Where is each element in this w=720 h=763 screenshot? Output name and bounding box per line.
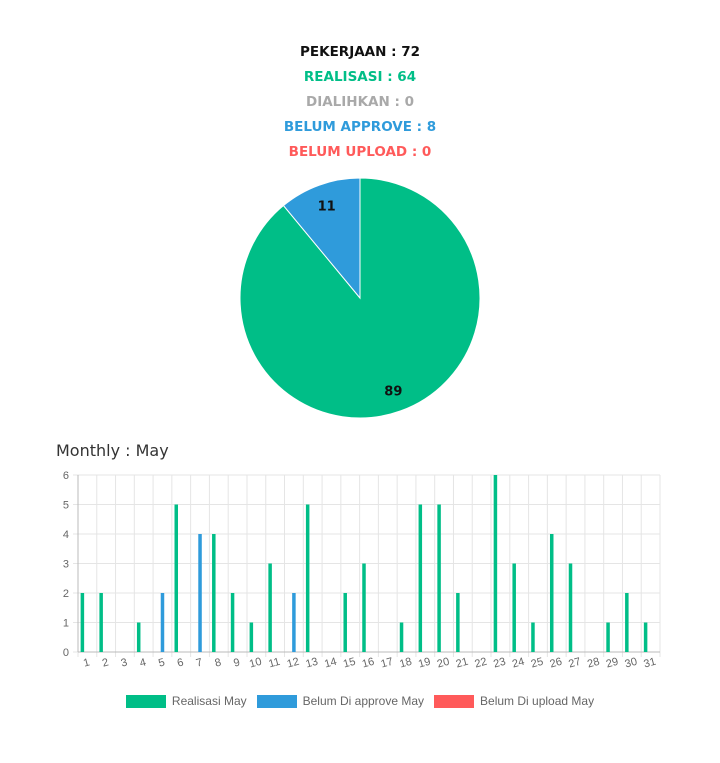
bar-realisasi-31 xyxy=(643,622,648,652)
legend-swatch xyxy=(256,694,297,708)
bar-realisasi-13 xyxy=(305,504,310,652)
x-tick-label: 16 xyxy=(361,656,376,671)
x-tick-label: 14 xyxy=(323,656,338,671)
bar-realisasi-25 xyxy=(531,622,535,652)
legend-label: Belum Di approve May xyxy=(302,694,425,708)
x-tick-label: 6 xyxy=(176,657,185,670)
pie-slice-1 xyxy=(282,177,361,300)
bar-realisasi-30 xyxy=(625,593,629,652)
summary-belum-approve: BELUM APPROVE : 8 xyxy=(283,119,437,135)
y-tick-label: 4 xyxy=(63,529,69,541)
bar-realisasi-10 xyxy=(249,622,254,652)
bar-belum-approve-5 xyxy=(160,593,165,652)
x-tick-label: 8 xyxy=(214,657,223,670)
x-tick-label: 17 xyxy=(380,656,395,671)
summary-realisasi: REALISASI : 64 xyxy=(303,69,417,85)
x-tick-label: 22 xyxy=(473,656,488,671)
bar-belum-approve-7 xyxy=(198,534,202,652)
bar-realisasi-6 xyxy=(174,504,179,652)
x-tick-label: 25 xyxy=(530,656,545,671)
y-tick-label: 3 xyxy=(63,559,69,571)
legend-swatch xyxy=(434,694,475,708)
y-tick-label: 5 xyxy=(63,500,69,512)
legend-item-belum-upload[interactable]: Belum Di upload May xyxy=(434,694,594,708)
y-tick-label: 1 xyxy=(63,618,69,630)
summary-dialihkan: DIALIHKAN : 0 xyxy=(306,94,414,110)
monthly-title: Monthly : May xyxy=(56,441,169,460)
bar-realisasi-24 xyxy=(512,563,516,652)
x-tick-label: 31 xyxy=(642,656,657,671)
bar-realisasi-19 xyxy=(418,504,423,652)
pie-chart: 89 11 xyxy=(239,177,481,419)
bar-realisasi-27 xyxy=(568,563,573,652)
legend-label: Belum Di upload May xyxy=(480,694,595,708)
bar-realisasi-20 xyxy=(437,504,441,652)
x-tick-label: 7 xyxy=(195,657,204,670)
x-tick-label: 15 xyxy=(342,656,357,671)
x-tick-label: 18 xyxy=(398,656,413,671)
bar-realisasi-11 xyxy=(268,563,272,652)
x-tick-label: 2 xyxy=(101,657,110,670)
legend-label: Realisasi May xyxy=(171,694,247,708)
x-tick-label: 30 xyxy=(624,656,639,671)
summary-pekerjaan: PEKERJAAN : 72 xyxy=(300,44,420,60)
x-tick-label: 12 xyxy=(286,656,301,671)
x-tick-label: 5 xyxy=(157,657,166,670)
x-tick-label: 10 xyxy=(248,656,263,671)
bar-realisasi-8 xyxy=(212,534,216,652)
x-tick-label: 21 xyxy=(455,656,470,671)
summary-belum-upload: BELUM UPLOAD : 0 xyxy=(288,144,432,160)
pie-chart-container: 89 11 xyxy=(236,173,486,423)
x-tick-label: 19 xyxy=(417,656,432,671)
y-tick-label: 2 xyxy=(63,588,69,600)
bar-realisasi-26 xyxy=(549,534,554,652)
y-tick-label: 0 xyxy=(63,647,69,659)
bar-realisasi-21 xyxy=(456,593,460,652)
bar-realisasi-16 xyxy=(362,563,366,652)
x-tick-label: 29 xyxy=(605,656,620,671)
x-tick-label: 1 xyxy=(82,657,91,670)
bar-realisasi-4 xyxy=(136,622,141,652)
bar-chart-container: 0 1 2 3 4 5 6 1 2 3 4 5 6 7 8 9 10 11 12 13 14 15 16 17 18 19 20 21… xyxy=(50,465,670,680)
legend-item-realisasi[interactable]: Realisasi May xyxy=(125,694,247,708)
bar-realisasi-29 xyxy=(606,622,610,652)
x-tick-label: 3 xyxy=(120,657,129,670)
legend-swatch xyxy=(125,694,166,708)
bar-belum-approve-12 xyxy=(292,593,296,652)
x-tick-label: 11 xyxy=(267,656,281,671)
bar-realisasi-18 xyxy=(399,622,404,652)
pie-label-0: 89 xyxy=(384,385,402,400)
chart-legend: Realisasi May Belum Di approve May Belum D… xyxy=(0,694,720,708)
legend-item-belum-approve[interactable]: Belum Di approve May xyxy=(256,694,425,708)
x-tick-label: 24 xyxy=(511,656,526,671)
bar-realisasi-1 xyxy=(80,593,85,652)
x-tick-label: 26 xyxy=(548,656,563,671)
x-tick-label: 9 xyxy=(232,657,241,670)
y-tick-label: 6 xyxy=(63,470,69,482)
bar-realisasi-15 xyxy=(343,593,347,652)
bar-realisasi-2 xyxy=(99,593,103,652)
x-tick-label: 4 xyxy=(138,657,147,670)
x-tick-label: 23 xyxy=(492,656,507,671)
x-tick-label: 27 xyxy=(567,656,582,671)
bar-realisasi-23 xyxy=(493,475,498,652)
x-tick-label: 28 xyxy=(586,656,601,671)
x-tick-label: 20 xyxy=(436,656,451,671)
summary-block: PEKERJAAN : 72 REALISASI : 64 DIALIHKAN … xyxy=(0,40,720,165)
pie-label-1: 11 xyxy=(318,199,336,214)
x-tick-label: 13 xyxy=(304,656,319,671)
bar-realisasi-9 xyxy=(230,593,235,652)
